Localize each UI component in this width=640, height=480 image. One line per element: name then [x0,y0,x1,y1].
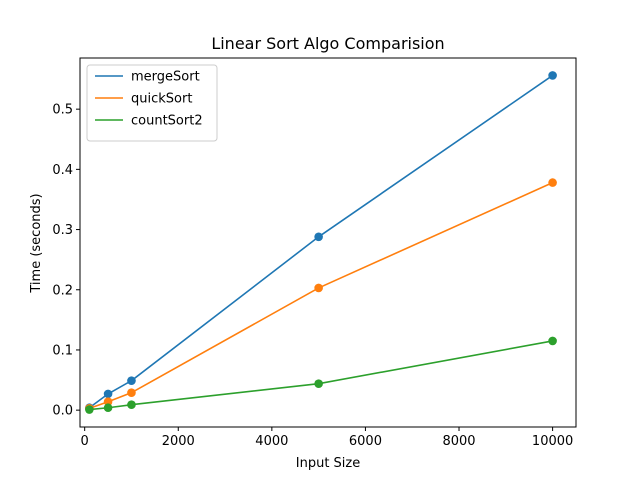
plot-area [85,71,557,414]
data-point-quickSort [103,397,113,407]
y-tick-label: 0.0 [52,404,73,419]
x-tick-label: 4000 [255,434,288,449]
data-point-countSort2 [85,405,94,414]
data-point-quickSort [548,178,557,187]
x-tick-label: 6000 [349,434,382,449]
x-axis-label: Input Size [296,456,360,471]
y-tick-label: 0.4 [52,163,73,178]
y-tick-label: 0.5 [52,103,73,118]
data-point-countSort2 [548,336,557,346]
axes-frame [79,57,577,428]
data-point-countSort2 [103,403,113,413]
y-tick-label: 0.1 [52,343,73,358]
data-point-quickSort [127,388,136,397]
x-tick-label: 2000 [162,434,195,449]
y-axis-ticks: 0.0 0.1 0.2 0.3 0.4 0.5 [52,103,80,419]
y-tick-label: 0.3 [52,223,73,238]
data-point-mergeSort [314,232,323,242]
x-axis-ticks: 0 2000 4000 6000 8000 10000 [81,427,573,449]
data-point-mergeSort [548,71,557,80]
x-tick-label: 8000 [442,434,475,449]
x-tick-label: 0 [81,434,89,449]
legend-label: mergeSort [131,70,200,85]
data-point-countSort2 [314,379,323,388]
chart-title: Linear Sort Algo Comparision [211,34,444,53]
y-axis-label: Time (seconds) [29,193,44,293]
y-tick-label: 0.2 [52,283,73,298]
data-point-mergeSort [127,376,136,385]
legend: mergeSort quickSort countSort2 [86,64,218,142]
legend-label: countSort2 [131,114,203,129]
x-tick-label: 10000 [532,434,573,449]
data-point-mergeSort [103,389,113,399]
legend-box [86,64,218,142]
data-point-countSort2 [127,400,136,410]
legend-label: quickSort [131,92,192,107]
data-point-quickSort [314,283,323,293]
